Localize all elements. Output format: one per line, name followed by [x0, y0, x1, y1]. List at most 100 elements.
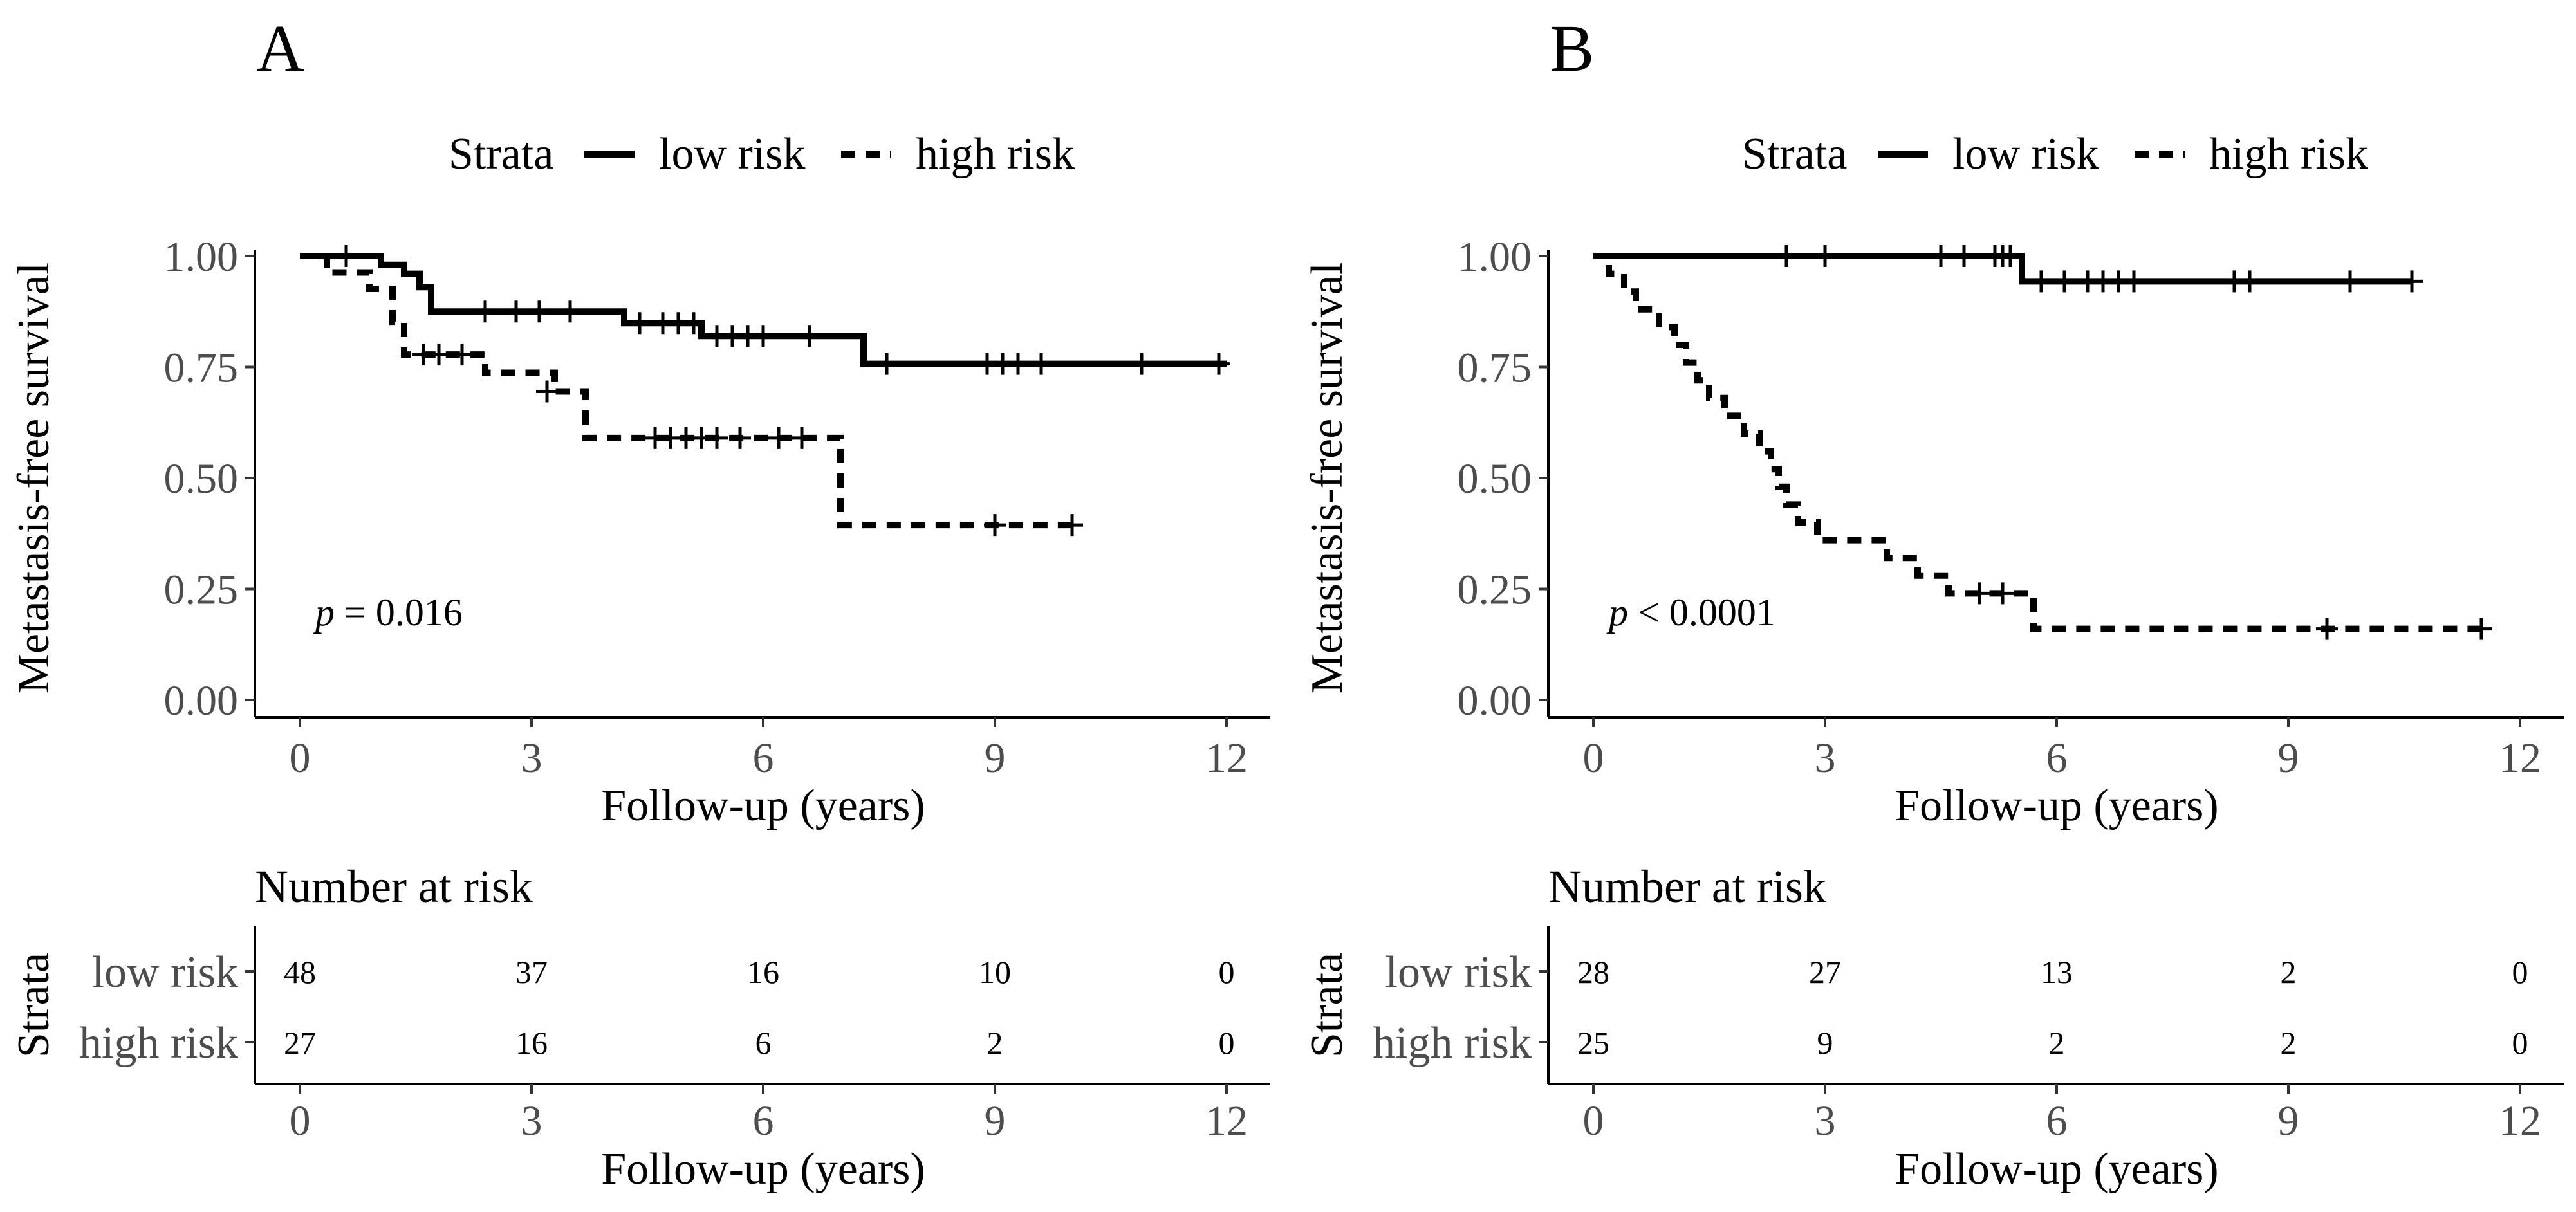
panel-b-legend: Strata low risk high risk — [1742, 129, 2368, 179]
risk-count: 6 — [755, 1025, 772, 1061]
censor-mark-high-risk — [791, 427, 813, 449]
censor-mark-low-risk — [474, 300, 496, 323]
censor-mark-low-risk — [1775, 245, 1797, 267]
risk-x-tick-label: 6 — [753, 1097, 774, 1144]
censor-mark-high-risk — [536, 380, 558, 403]
censor-mark-low-risk — [1930, 245, 1952, 267]
y-tick-label: 1.00 — [1458, 234, 1532, 280]
risk-table-title: Number at risk — [1548, 861, 1826, 912]
panel-a-risk-table: Number at risk low risk 48 37 16 10 0 high risk… — [9, 861, 1270, 1194]
p-value-text: < 0.0001 — [1628, 591, 1775, 634]
km-curve-low-risk — [1593, 253, 2412, 285]
censor-mark-low-risk — [2401, 270, 2423, 293]
x-tick-label: 3 — [521, 735, 542, 782]
panel-b-risk-table: Number at risk low risk 28 27 13 2 0 high risk 2… — [1302, 861, 2564, 1194]
censor-mark-low-risk — [2339, 270, 2361, 293]
censor-mark-low-risk — [1131, 353, 1153, 375]
legend-title: Strata — [449, 129, 553, 179]
legend-title: Strata — [1742, 129, 1847, 179]
panel-b: B Strata low risk high risk 0.00 0.25 0.50 0.75… — [1302, 12, 2564, 1194]
censor-mark-low-risk — [799, 325, 820, 347]
risk-count: 28 — [1577, 954, 1609, 990]
censor-mark-high-risk — [984, 514, 1006, 537]
risk-x-tick-label: 0 — [1583, 1097, 1604, 1144]
km-curve-high-risk — [300, 253, 1072, 529]
panel-b-y-axis-title: Metastasis-free survival — [1302, 262, 1352, 694]
censor-mark-low-risk — [876, 353, 898, 375]
censor-mark-low-risk — [505, 300, 527, 323]
risk-table-x-axis-title: Follow-up (years) — [1895, 1144, 2219, 1194]
censor-mark-low-risk — [528, 300, 550, 323]
km-curve-high-risk — [1593, 253, 2489, 632]
risk-x-tick-label: 0 — [290, 1097, 311, 1144]
risk-row-label: low risk — [1385, 948, 1532, 997]
risk-x-tick-label: 9 — [2278, 1097, 2299, 1144]
x-tick-label: 0 — [1583, 735, 1604, 782]
panel-b-x-axis-title: Follow-up (years) — [1895, 781, 2219, 831]
censor-mark-low-risk — [629, 312, 651, 335]
legend-low-risk-label: low risk — [659, 129, 806, 179]
censor-mark-low-risk — [752, 325, 774, 347]
risk-count: 27 — [284, 1025, 316, 1061]
panel-a-legend: Strata low risk high risk — [449, 129, 1075, 179]
y-tick-label: 1.00 — [164, 234, 239, 280]
censor-mark-high-risk — [706, 427, 728, 449]
censor-mark-high-risk — [1992, 582, 2014, 605]
risk-count: 16 — [747, 954, 779, 990]
risk-count: 13 — [2041, 954, 2073, 990]
legend-low-risk-label: low risk — [1952, 129, 2099, 179]
censor-mark-low-risk — [2053, 270, 2075, 293]
risk-count: 2 — [987, 1025, 1003, 1061]
censor-mark-high-risk — [2316, 618, 2338, 640]
y-tick-label: 0.50 — [1458, 455, 1532, 502]
censor-mark-high-risk — [428, 344, 450, 366]
panel-b-label: B — [1550, 12, 1594, 86]
x-tick-label: 6 — [2046, 735, 2068, 782]
censor-mark-low-risk — [1814, 245, 1836, 267]
censor-mark-low-risk — [1208, 353, 1230, 375]
panel-a: A Strata low risk high risk 0.00 0.25 0.50 0.75… — [9, 12, 1270, 1194]
risk-x-tick-label: 3 — [521, 1097, 542, 1144]
y-tick-label: 0.00 — [1458, 677, 1532, 724]
panel-a-label: A — [256, 12, 304, 86]
risk-row-label: high risk — [1373, 1018, 1532, 1068]
y-tick-label: 0.25 — [164, 567, 239, 614]
p-value-text: = 0.016 — [335, 591, 463, 634]
risk-count: 2 — [2281, 1025, 2297, 1061]
x-tick-label: 12 — [1205, 735, 1248, 782]
y-tick-label: 0.00 — [164, 677, 239, 724]
censor-mark-low-risk — [1007, 353, 1029, 375]
censor-mark-low-risk — [1030, 353, 1052, 375]
censor-mark-low-risk — [2030, 270, 2052, 293]
censor-mark-low-risk — [1953, 245, 1975, 267]
risk-count: 9 — [1817, 1025, 1833, 1061]
p-value-symbol: p — [313, 591, 335, 634]
risk-count: 2 — [2281, 954, 2297, 990]
y-tick-label: 0.75 — [1458, 345, 1532, 392]
x-tick-label: 9 — [2278, 735, 2299, 782]
legend-high-risk-label: high risk — [2209, 129, 2368, 179]
censor-mark-high-risk — [729, 427, 751, 449]
censor-mark-low-risk — [2239, 270, 2261, 293]
censor-mark-high-risk — [2470, 618, 2492, 640]
risk-table-y-axis-title: Strata — [1302, 953, 1352, 1058]
censor-mark-low-risk — [2123, 270, 2145, 293]
risk-x-tick-label: 3 — [1815, 1097, 1836, 1144]
panel-b-p-value: p < 0.0001 — [1606, 591, 1775, 634]
x-tick-label: 0 — [290, 735, 311, 782]
risk-count: 0 — [2512, 1025, 2528, 1061]
censor-mark-high-risk — [768, 427, 790, 449]
censor-mark-high-risk — [1061, 514, 1083, 537]
risk-x-tick-label: 9 — [985, 1097, 1006, 1144]
y-tick-label: 0.25 — [1458, 567, 1532, 614]
censor-mark-high-risk — [1969, 582, 1990, 605]
censor-mark-low-risk — [1999, 245, 2021, 267]
risk-count: 27 — [1809, 954, 1841, 990]
x-tick-label: 3 — [1815, 735, 1836, 782]
x-tick-label: 12 — [2499, 735, 2541, 782]
risk-table-x-axis-title: Follow-up (years) — [601, 1144, 925, 1194]
risk-count: 10 — [979, 954, 1011, 990]
censor-mark-low-risk — [335, 245, 357, 267]
risk-count: 2 — [2049, 1025, 2065, 1061]
